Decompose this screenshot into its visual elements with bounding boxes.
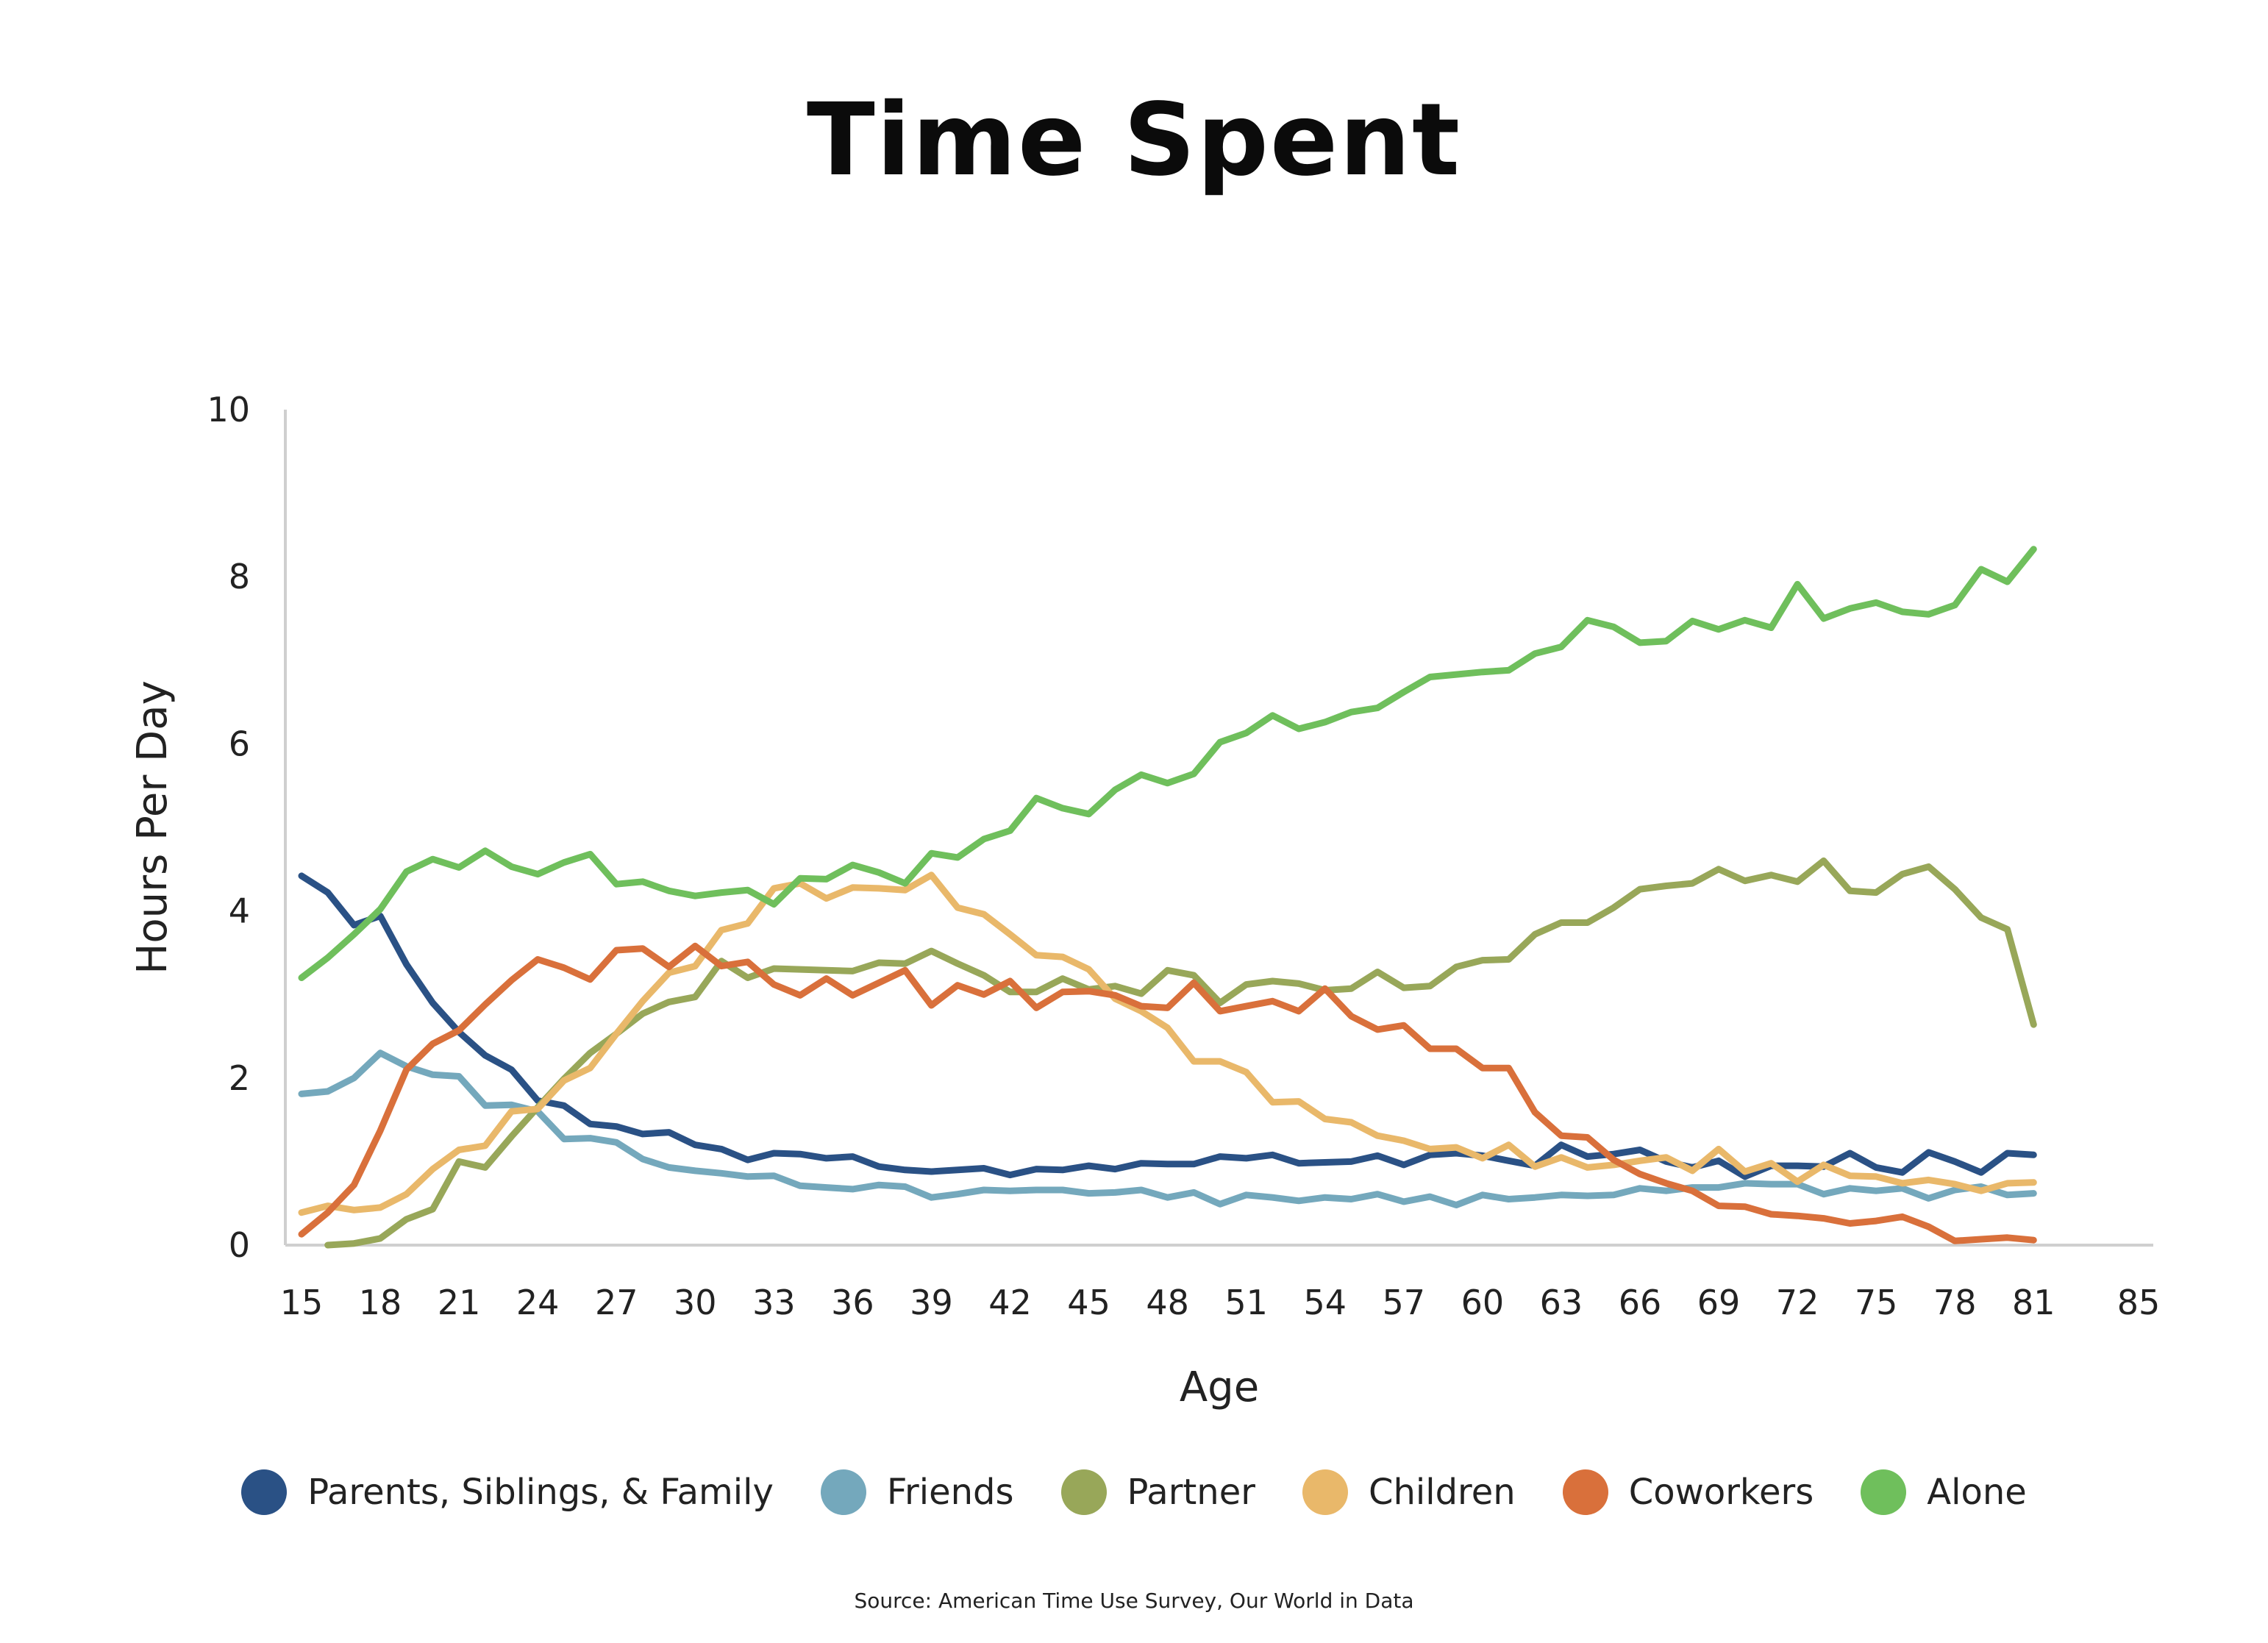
y-tick-labels: 0 2 4 6 8 10 (207, 390, 250, 1265)
x-tick-label: 33 (752, 1283, 796, 1322)
x-tick-label: 30 (674, 1283, 717, 1322)
chart-title: Time Spent (806, 82, 1462, 199)
x-axis-title: Age (1180, 1364, 1259, 1411)
y-tick-label: 2 (229, 1058, 250, 1098)
legend-swatch (1060, 1469, 1107, 1515)
x-tick-label: 72 (1776, 1283, 1819, 1322)
legend: Parents, Siblings, & Family Friends Partne… (0, 1469, 2268, 1515)
legend-swatch (1562, 1469, 1608, 1515)
x-tick-label: 54 (1303, 1283, 1347, 1322)
x-tick-label: 51 (1224, 1283, 1268, 1322)
x-tick-label: 45 (1067, 1283, 1110, 1322)
legend-swatch (241, 1469, 288, 1515)
x-tick-label: 39 (910, 1283, 953, 1322)
x-tick-label: 75 (1855, 1283, 1898, 1322)
x-tick-label: 63 (1540, 1283, 1583, 1322)
y-axis-title: Hours Per Day (129, 680, 176, 974)
legend-swatch (820, 1469, 866, 1515)
legend-item: Children (1302, 1469, 1516, 1515)
y-tick-label: 8 (229, 557, 250, 596)
x-tick-label: 48 (1146, 1283, 1189, 1322)
legend-label: Coworkers (1628, 1472, 1814, 1513)
legend-label: Parents, Siblings, & Family (307, 1472, 774, 1513)
x-tick-label: 42 (988, 1283, 1032, 1322)
legend-label: Friends (886, 1472, 1014, 1513)
source-note: Source: American Time Use Survey, Our Wo… (854, 1589, 1414, 1613)
series-line-coworkers (298, 942, 2037, 1244)
series-line-friends (298, 1049, 2037, 1208)
x-tick-label: 81 (2012, 1283, 2055, 1322)
y-tick-label: 0 (229, 1225, 250, 1265)
y-tick-label: 4 (229, 891, 250, 931)
legend-label: Partner (1127, 1472, 1255, 1513)
legend-item: Alone (1861, 1469, 2027, 1515)
legend-label: Children (1368, 1472, 1516, 1513)
legend-item: Partner (1060, 1469, 1255, 1515)
x-tick-label: 78 (1933, 1283, 1977, 1322)
y-tick-label: 10 (207, 390, 250, 430)
series-line-alone (298, 546, 2037, 981)
x-tick-label: 36 (831, 1283, 874, 1322)
x-tick-label: 15 (280, 1283, 324, 1322)
x-tick-label: 66 (1619, 1283, 1662, 1322)
x-tick-label: 21 (438, 1283, 481, 1322)
series-lines (298, 546, 2037, 1249)
series-line-parents-siblings-family (298, 872, 2037, 1180)
x-tick-label: 27 (595, 1283, 638, 1322)
x-tick-label: 24 (516, 1283, 560, 1322)
x-tick-label: 85 (2117, 1283, 2161, 1322)
legend-item: Parents, Siblings, & Family (241, 1469, 774, 1515)
x-tick-label: 18 (359, 1283, 402, 1322)
legend-label: Alone (1927, 1472, 2027, 1513)
x-tick-label: 60 (1461, 1283, 1505, 1322)
x-tick-label: 57 (1383, 1283, 1426, 1322)
legend-swatch (1861, 1469, 1907, 1515)
legend-item: Coworkers (1562, 1469, 1814, 1515)
x-tick-labels: 15 18 21 24 27 30 33 36 39 42 45 48 51 54 57 60 63 66 69 72… (280, 1283, 2161, 1322)
y-tick-label: 6 (229, 724, 250, 763)
x-tick-label: 69 (1697, 1283, 1741, 1322)
legend-swatch (1302, 1469, 1348, 1515)
series-line-partner (324, 857, 2037, 1249)
series-line-children (298, 872, 2037, 1216)
legend-item: Friends (820, 1469, 1014, 1515)
